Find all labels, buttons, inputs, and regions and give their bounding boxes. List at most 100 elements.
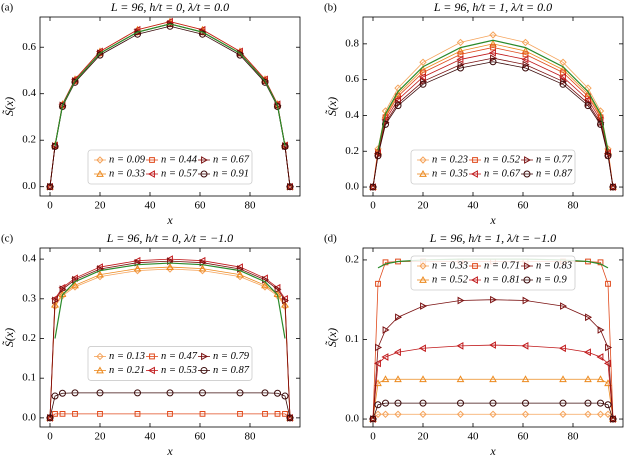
data-point: [46, 183, 54, 191]
data-point: [418, 73, 426, 81]
y-tick-label: 0.0: [22, 180, 36, 192]
panel-label: (c): [1, 233, 14, 245]
x-tick-label: 40: [468, 200, 480, 212]
series-line: [49, 392, 291, 418]
data-point: [490, 54, 498, 63]
y-tick-label: 0.4: [22, 87, 36, 99]
legend-label: n = 0.47: [161, 351, 198, 362]
data-point: [369, 415, 377, 423]
legend-label: n = 0.9: [536, 274, 567, 285]
legend-label: n = 0.35: [432, 168, 468, 179]
x-tick-label: 80: [568, 431, 580, 443]
data-point: [375, 280, 381, 287]
legend-marker: [472, 157, 478, 163]
data-point: [521, 399, 530, 407]
legend-marker: [96, 352, 104, 361]
legend-label: n = 0.13: [109, 351, 145, 362]
legend-marker: [523, 170, 531, 178]
y-tick-label: 0.2: [22, 134, 36, 146]
data-point: [97, 411, 103, 417]
data-point: [394, 375, 402, 383]
data-point: [71, 281, 79, 289]
data-point: [488, 48, 496, 57]
data-point: [419, 80, 427, 88]
legend-marker: [200, 367, 208, 374]
y-tick-label: 0.6: [22, 41, 36, 53]
data-point: [274, 285, 282, 294]
data-point: [381, 375, 390, 383]
x-tick-label: 0: [47, 431, 53, 443]
data-point: [490, 295, 498, 304]
data-point: [59, 411, 66, 417]
data-point: [604, 410, 612, 418]
legend-marker: [200, 170, 208, 178]
legend-label: n = 0.87: [213, 365, 250, 376]
plot-frame: [362, 16, 624, 197]
legend-marker: [147, 170, 155, 178]
data-point: [261, 78, 269, 86]
panel-label: (a): [1, 2, 14, 14]
legend-label: n = 0.77: [536, 154, 573, 165]
data-point: [52, 296, 60, 305]
data-point: [382, 259, 389, 266]
x-tick-label: 60: [518, 200, 530, 212]
y-tick-label: 0.8: [345, 37, 359, 49]
data-point: [166, 263, 174, 270]
legend-label: n = 0.33: [432, 260, 468, 271]
legend-box: [87, 149, 253, 185]
data-point: [610, 415, 618, 423]
y-tick-label: 0.0: [345, 181, 359, 193]
data-point: [419, 375, 427, 383]
data-point: [560, 77, 568, 86]
series-line: [372, 52, 614, 188]
x-tick-label: 20: [95, 431, 107, 443]
data-point: [456, 38, 465, 47]
panel: L = 96, h/t = 1, λ/t = −1.0 (d) x S̃(x) 0 20 4…: [324, 231, 624, 458]
data-point: [165, 255, 173, 263]
data-point: [51, 143, 59, 150]
legend-marker: [147, 366, 155, 375]
x-axis-label: x: [489, 444, 496, 458]
data-point: [236, 270, 244, 278]
legend-marker: [149, 157, 155, 163]
chart-title: L = 96, h/t = 1, λ/t = −1.0: [429, 231, 556, 245]
data-point: [456, 46, 465, 54]
data-point: [489, 375, 497, 383]
data-point: [604, 152, 612, 160]
legend-label: n = 0.83: [536, 260, 572, 271]
x-tick-label: 40: [145, 200, 157, 212]
plot-frame: [39, 247, 301, 428]
data-point: [559, 65, 567, 73]
x-tick-label: 80: [245, 431, 257, 443]
data-point: [72, 411, 78, 417]
data-point: [419, 58, 427, 66]
data-point: [489, 410, 497, 418]
y-axis-label: S̃(x): [2, 97, 16, 116]
y-axis-label: S̃(x): [325, 328, 339, 347]
x-axis-label: x: [489, 213, 496, 227]
data-point: [58, 389, 67, 397]
legend-label: n = 0.71: [484, 260, 520, 271]
data-point: [375, 343, 383, 352]
series-line: [372, 34, 614, 188]
data-point: [559, 410, 567, 418]
legend-label: n = 0.52: [484, 154, 521, 165]
series-line: [372, 413, 614, 420]
data-point: [274, 411, 281, 417]
data-point: [281, 143, 289, 150]
data-point: [558, 344, 566, 353]
data-point: [559, 399, 567, 407]
data-point: [456, 55, 464, 64]
data-point: [198, 256, 206, 265]
series-line: [372, 344, 614, 420]
data-point: [199, 411, 206, 417]
data-point: [374, 410, 382, 418]
data-point: [273, 389, 282, 397]
data-point: [381, 410, 390, 418]
data-point: [596, 120, 605, 128]
x-tick-label: 80: [245, 200, 257, 212]
y-tick-label: 0.0: [345, 413, 359, 425]
data-point: [596, 399, 605, 407]
data-point: [558, 73, 566, 81]
x-axis-label: x: [166, 213, 173, 227]
